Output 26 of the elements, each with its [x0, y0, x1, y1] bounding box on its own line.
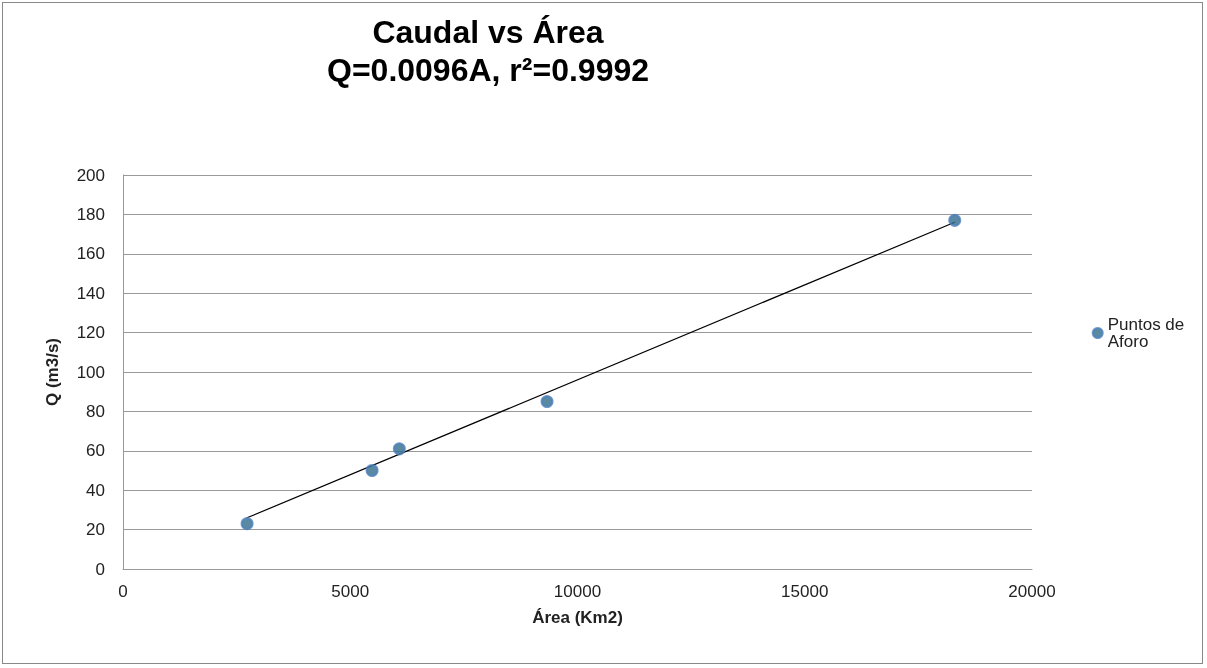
y-tick-label: 40: [86, 480, 105, 500]
point: [392, 442, 406, 456]
x-tick-label: 10000: [553, 582, 602, 601]
point: [240, 517, 254, 531]
point: [540, 395, 554, 409]
y-tick-label: 80: [86, 401, 105, 421]
y-tick-label: 200: [76, 165, 105, 185]
x-tick-label: 15000: [781, 582, 829, 601]
y-tick-label: 180: [76, 204, 105, 224]
y-tick-label: 160: [76, 244, 105, 264]
y-tick-label: 140: [76, 283, 105, 303]
y-tick-label: 0: [95, 559, 105, 579]
point: [948, 213, 962, 227]
chart-subtitle: Q=0.0096A, r²=0.9992: [326, 52, 650, 88]
y-axis-title: Q (m3/s): [43, 337, 62, 407]
chart-title: Caudal vs Área: [372, 14, 604, 50]
x-tick-label: 0: [118, 582, 128, 601]
x-tick-label: 20000: [1008, 582, 1056, 601]
y-tick-label: 100: [76, 362, 105, 382]
y-tick-label: 60: [86, 441, 105, 461]
point: [365, 464, 379, 477]
x-tick-label: 5000: [331, 582, 370, 601]
legend-label: Puntos de Aforo: [1107, 315, 1189, 351]
y-tick-label: 20: [86, 520, 105, 540]
x-axis-title: Área (Km2): [532, 608, 623, 627]
y-tick-label: 120: [76, 323, 105, 343]
